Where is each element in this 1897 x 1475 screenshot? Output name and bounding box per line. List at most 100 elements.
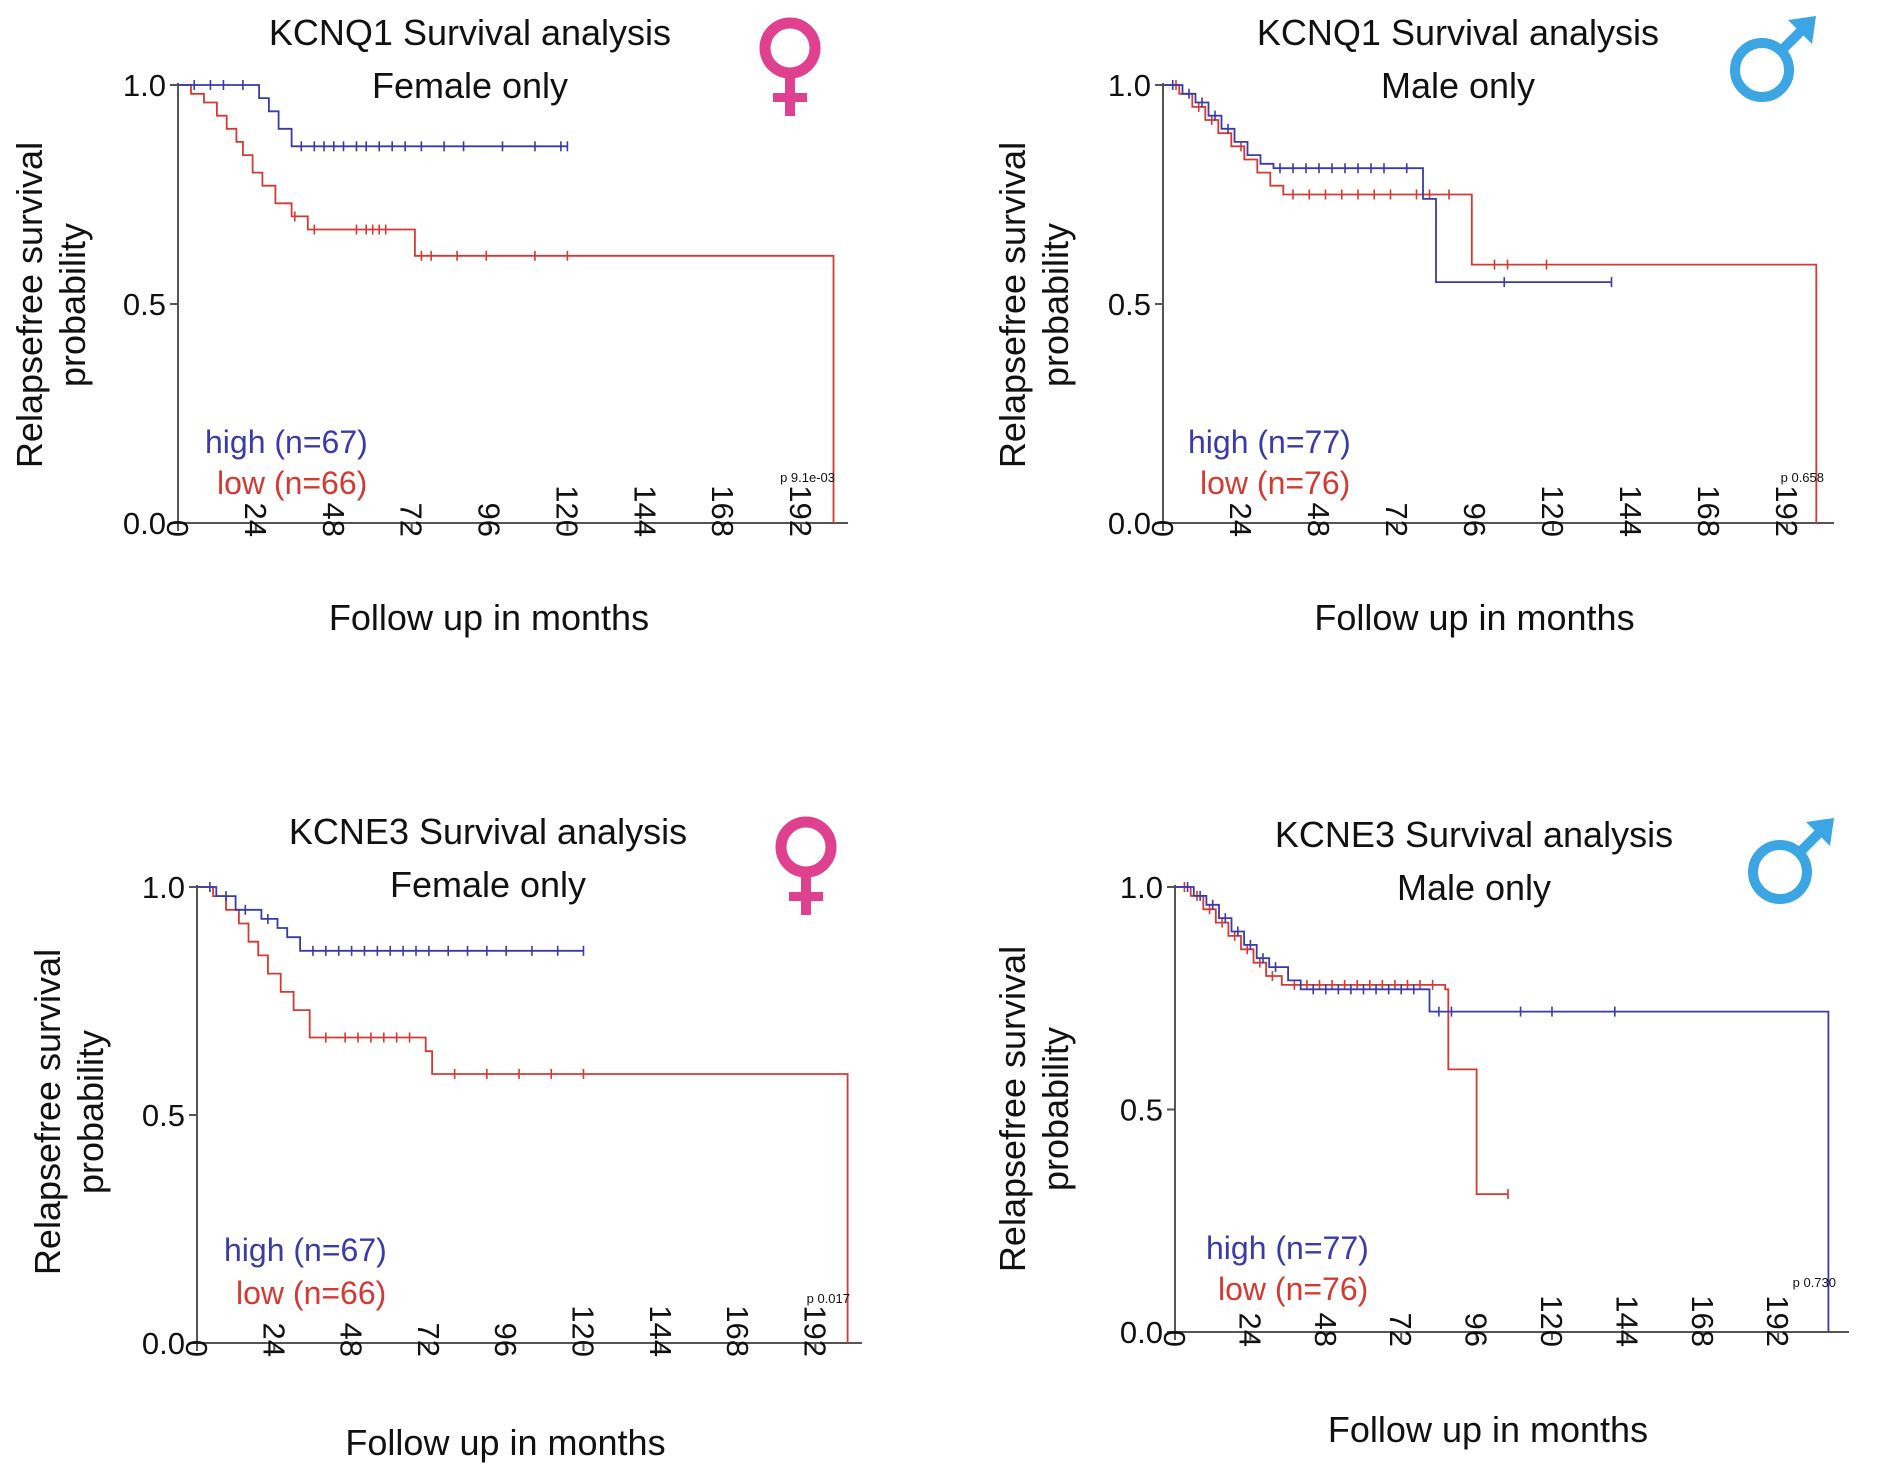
- chart-subtitle: Female only: [372, 65, 568, 106]
- x-tick-label: 72: [1379, 503, 1414, 537]
- p-value: p 0.017: [807, 1291, 850, 1306]
- female-symbol-icon: [759, 17, 821, 116]
- x-tick-label: 24: [256, 1323, 291, 1357]
- survival-curve-high: [197, 886, 584, 952]
- female-symbol-ring: [775, 816, 837, 878]
- series-high: [1163, 80, 1613, 288]
- legend-high: high (n=67): [205, 424, 368, 460]
- chart-title: KCNE3 Survival analysis: [289, 811, 687, 852]
- x-tick-label: 48: [1301, 503, 1336, 537]
- survival-curve-low: [197, 886, 849, 1343]
- chart-subtitle: Male only: [1381, 65, 1535, 106]
- x-tick-label: 168: [720, 1305, 755, 1357]
- y-tick-label: 0.0: [1108, 506, 1151, 541]
- survival-curve-high: [1163, 84, 1612, 283]
- x-tick-label: 168: [705, 485, 740, 537]
- x-tick-label: 96: [488, 1323, 523, 1357]
- y-axis-label: Relapsefree survival: [9, 142, 50, 468]
- series-low: [178, 84, 835, 523]
- x-tick-label: 192: [797, 1305, 832, 1357]
- x-tick-label: 96: [1459, 1313, 1494, 1347]
- chart-title: KCNE3 Survival analysis: [1275, 814, 1673, 855]
- y-axis-label-2: probability: [1035, 223, 1076, 387]
- x-axis-label: Follow up in months: [1314, 597, 1634, 638]
- series-high: [197, 882, 585, 956]
- x-tick-label: 144: [1609, 1295, 1644, 1347]
- legend-low: low (n=66): [236, 1275, 386, 1311]
- y-tick-label: 0.0: [1120, 1315, 1163, 1350]
- x-tick-label: 144: [643, 1305, 678, 1357]
- legend-low: low (n=76): [1200, 465, 1350, 501]
- male-symbol-ring: [1730, 38, 1794, 102]
- series-low: [1175, 882, 1509, 1200]
- y-tick-label: 0.5: [142, 1098, 185, 1133]
- x-tick-label: 0: [179, 1340, 214, 1357]
- y-tick-label: 0.5: [1120, 1093, 1163, 1128]
- x-tick-label: 0: [160, 520, 195, 537]
- panel-kcnq1-female: KCNQ1 Survival analysis Female only 0.0 0.5…: [0, 0, 948, 737]
- km-chart: KCNQ1 Survival analysis Male only 0.0 0.5 1.…: [992, 12, 1834, 638]
- chart-title: KCNQ1 Survival analysis: [1257, 12, 1659, 53]
- y-tick-label: 0.5: [123, 287, 166, 322]
- x-tick-label: 120: [565, 1305, 600, 1357]
- y-axis-label: Relapsefree survival: [992, 946, 1033, 1272]
- x-tick-label: 96: [472, 503, 507, 537]
- legend-low: low (n=66): [217, 465, 367, 501]
- y-tick-label: 1.0: [142, 870, 185, 905]
- male-symbol-arrowhead: [1788, 16, 1816, 44]
- p-value: p 0.730: [1793, 1275, 1836, 1290]
- female-symbol-icon: [775, 816, 837, 915]
- x-tick-label: 120: [1535, 485, 1570, 537]
- x-tick-label: 48: [316, 503, 351, 537]
- y-tick-label: 0.5: [1108, 287, 1151, 322]
- x-tick-label: 72: [394, 503, 429, 537]
- x-tick-label: 192: [1760, 1295, 1795, 1347]
- km-chart: KCNE3 Survival analysis Male only 0.0 0.5 1.…: [992, 814, 1849, 1450]
- km-chart: KCNE3 Survival analysis Female only 0.0 0.5…: [27, 811, 862, 1463]
- male-symbol-arrowhead: [1806, 818, 1834, 846]
- x-tick-label: 24: [1232, 1313, 1267, 1347]
- y-axis-label: Relapsefree survival: [27, 949, 68, 1275]
- x-tick-label: 144: [1613, 485, 1648, 537]
- female-symbol-ring: [759, 17, 821, 79]
- x-tick-label: 192: [783, 485, 818, 537]
- x-tick-label: 24: [238, 503, 273, 537]
- x-axis-label: Follow up in months: [1328, 1409, 1648, 1450]
- survival-curve-low: [1175, 886, 1508, 1195]
- panel-kcne3-male: KCNE3 Survival analysis Male only 0.0 0.5 1.…: [948, 737, 1896, 1474]
- x-tick-label: 144: [627, 485, 662, 537]
- panel-kcne3-female: KCNE3 Survival analysis Female only 0.0 0.5…: [0, 737, 948, 1474]
- survival-curve-low: [178, 84, 835, 523]
- km-chart: KCNQ1 Survival analysis Female only 0.0 0.5…: [9, 12, 848, 638]
- x-tick-label: 96: [1457, 503, 1492, 537]
- x-tick-label: 72: [1383, 1313, 1418, 1347]
- y-axis-label-2: probability: [52, 223, 93, 387]
- y-tick-label: 0.0: [123, 506, 166, 541]
- y-tick-label: 0.0: [142, 1326, 185, 1361]
- chart-subtitle: Female only: [390, 864, 586, 905]
- x-tick-label: 120: [549, 485, 584, 537]
- female-symbol-cross: [773, 93, 807, 102]
- series-high: [178, 80, 569, 152]
- x-tick-label: 48: [334, 1323, 369, 1357]
- x-tick-label: 120: [1534, 1295, 1569, 1347]
- chart-subtitle: Male only: [1397, 867, 1551, 908]
- legend-high: high (n=67): [224, 1232, 387, 1268]
- x-axis-label: Follow up in months: [345, 1422, 665, 1463]
- y-tick-label: 1.0: [1120, 870, 1163, 905]
- y-axis-label-2: probability: [1035, 1027, 1076, 1191]
- female-symbol-cross: [789, 892, 823, 901]
- legend-high: high (n=77): [1206, 1230, 1369, 1266]
- x-tick-label: 168: [1685, 1295, 1720, 1347]
- survival-curve-low: [1163, 84, 1818, 523]
- male-symbol-icon: [1730, 16, 1816, 102]
- x-tick-label: 48: [1308, 1313, 1343, 1347]
- p-value: p 0.658: [1781, 470, 1824, 485]
- survival-curve-high: [1175, 886, 1830, 1332]
- legend-high: high (n=77): [1188, 424, 1351, 460]
- y-axis-label-2: probability: [70, 1030, 111, 1194]
- x-tick-label: 168: [1691, 485, 1726, 537]
- male-symbol-icon: [1748, 818, 1834, 904]
- x-tick-label: 24: [1223, 503, 1258, 537]
- panel-kcnq1-male: KCNQ1 Survival analysis Male only 0.0 0.5 1.…: [948, 0, 1896, 737]
